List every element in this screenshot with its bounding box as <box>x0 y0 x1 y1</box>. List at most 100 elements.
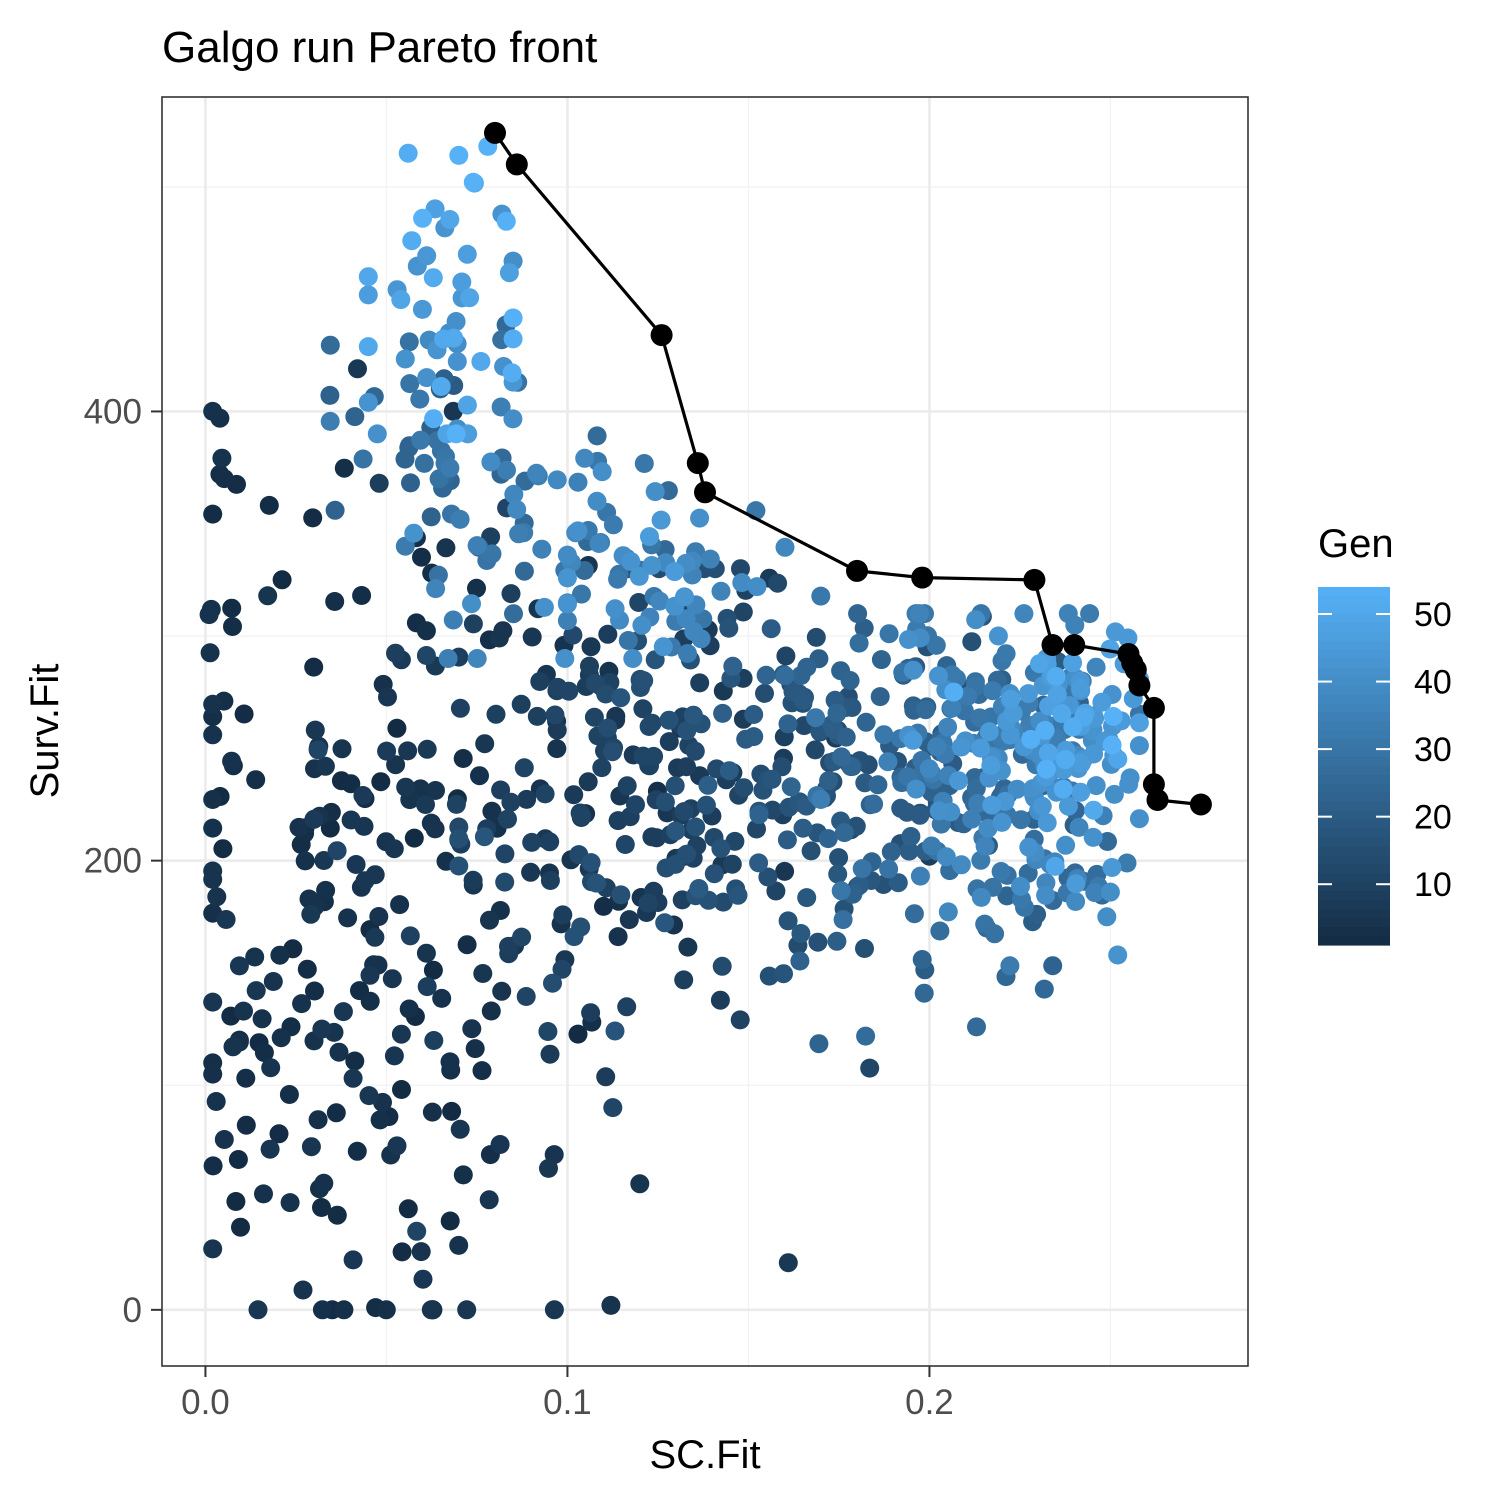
data-point <box>544 1300 564 1320</box>
data-point <box>475 734 495 754</box>
data-point <box>398 741 418 761</box>
data-point <box>578 772 598 792</box>
data-point <box>1129 736 1149 756</box>
data-point <box>334 1300 354 1320</box>
colorbar-segment <box>1318 846 1390 857</box>
data-point <box>712 956 732 976</box>
data-point <box>453 1165 473 1185</box>
data-point <box>254 1184 273 1204</box>
data-point <box>575 448 595 468</box>
data-point <box>440 210 460 229</box>
pareto-front-point <box>1023 568 1046 591</box>
data-point <box>332 739 352 759</box>
data-point <box>1071 782 1091 802</box>
data-point <box>223 1037 243 1057</box>
data-point <box>467 578 486 598</box>
data-point <box>975 914 995 934</box>
data-point <box>734 778 754 798</box>
data-point <box>236 1068 256 1088</box>
data-point <box>223 617 242 636</box>
data-point <box>874 725 894 745</box>
data-point <box>421 1300 441 1320</box>
data-point <box>200 643 220 663</box>
data-point <box>540 871 560 890</box>
data-point <box>543 973 562 993</box>
data-points <box>199 136 1149 1320</box>
data-point <box>308 740 328 760</box>
data-point <box>1117 853 1137 873</box>
data-point <box>396 777 416 797</box>
data-point <box>426 781 445 800</box>
data-point <box>399 332 419 352</box>
data-point <box>467 649 487 668</box>
data-point <box>936 847 956 867</box>
colorbar-segment <box>1318 622 1390 633</box>
data-point <box>345 1051 365 1071</box>
data-point <box>216 910 236 929</box>
data-point <box>655 913 675 933</box>
colorbar-segment <box>1318 587 1390 597</box>
data-point <box>495 872 515 892</box>
data-point <box>258 586 278 606</box>
data-point <box>1084 800 1104 820</box>
data-point <box>756 665 776 685</box>
data-point <box>346 855 366 874</box>
colorbar-segment <box>1318 595 1390 606</box>
data-point <box>203 504 223 524</box>
data-point <box>755 683 774 703</box>
data-point <box>359 1086 379 1106</box>
data-point <box>511 694 531 714</box>
data-point <box>728 885 748 905</box>
data-point <box>962 632 982 652</box>
data-point <box>449 1235 469 1255</box>
data-point <box>348 359 367 379</box>
colorbar-segment <box>1318 667 1390 678</box>
data-point <box>382 969 402 989</box>
data-point <box>334 458 354 478</box>
data-point <box>1045 856 1065 876</box>
data-point <box>228 1150 248 1169</box>
data-point <box>962 809 982 829</box>
data-point <box>534 597 554 617</box>
data-point <box>462 1019 482 1039</box>
data-point <box>417 739 437 759</box>
data-point <box>730 1010 750 1030</box>
data-point <box>521 862 541 882</box>
y-tick-label: 200 <box>84 842 142 881</box>
data-point <box>630 1174 650 1194</box>
data-point <box>501 584 521 604</box>
data-point <box>927 737 947 757</box>
data-point <box>1086 657 1106 677</box>
data-point <box>467 536 487 556</box>
data-point <box>596 684 616 704</box>
data-point <box>1102 858 1122 877</box>
data-point <box>981 756 1001 775</box>
data-point <box>503 308 523 328</box>
data-point <box>502 363 522 383</box>
data-point <box>1036 759 1056 779</box>
colorbar-segment <box>1318 774 1390 785</box>
data-point <box>222 751 242 771</box>
data-point <box>203 694 223 714</box>
data-point <box>731 559 750 579</box>
data-point <box>341 774 361 794</box>
data-point <box>696 795 716 815</box>
colorbar-segment <box>1318 739 1390 749</box>
data-point <box>457 244 477 264</box>
data-point <box>1086 776 1106 796</box>
data-point <box>453 749 473 768</box>
data-point <box>774 964 793 984</box>
x-axis-label: SC.Fit <box>649 1433 760 1477</box>
data-point <box>499 263 519 283</box>
data-point <box>203 401 223 421</box>
data-point <box>683 705 703 725</box>
data-point <box>358 285 378 305</box>
pareto-front-point <box>911 566 934 589</box>
data-point <box>320 385 340 405</box>
data-point <box>345 407 365 427</box>
data-point <box>440 1211 460 1231</box>
data-point <box>611 688 631 708</box>
data-point <box>806 708 826 728</box>
colorbar-segment <box>1318 801 1390 812</box>
data-point <box>404 828 424 848</box>
